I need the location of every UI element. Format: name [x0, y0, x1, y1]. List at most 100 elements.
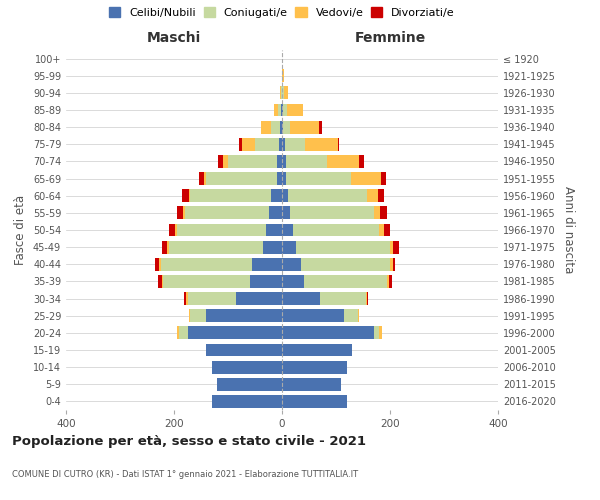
Bar [236, 292, 282, 305]
Bar [282, 326, 374, 340]
Bar [158, 275, 162, 288]
Text: Femmine: Femmine [355, 31, 425, 45]
Bar [389, 275, 392, 288]
Bar [320, 292, 366, 305]
Bar [319, 120, 322, 134]
Bar [301, 258, 390, 270]
Bar [367, 190, 377, 202]
Bar [212, 395, 282, 408]
Bar [282, 70, 284, 82]
Bar [282, 224, 293, 236]
Bar [206, 310, 282, 322]
Bar [206, 172, 277, 185]
Bar [281, 86, 282, 100]
Bar [282, 292, 320, 305]
Bar [212, 360, 282, 374]
Bar [177, 206, 183, 220]
Bar [184, 292, 187, 305]
Bar [206, 344, 282, 356]
Bar [228, 155, 277, 168]
Bar [374, 326, 379, 340]
Bar [282, 206, 290, 220]
Bar [390, 258, 392, 270]
Bar [199, 172, 204, 185]
Bar [277, 155, 282, 168]
Text: Maschi: Maschi [147, 31, 201, 45]
Bar [185, 206, 269, 220]
Bar [305, 138, 338, 150]
Bar [253, 258, 282, 270]
Bar [290, 120, 319, 134]
Bar [188, 310, 190, 322]
Bar [293, 224, 379, 236]
Bar [344, 310, 358, 322]
Bar [390, 240, 392, 254]
Bar [274, 104, 278, 117]
Text: COMUNE DI CUTRO (KR) - Dati ISTAT 1° gennaio 2021 - Elaborazione TUTTITALIA.IT: COMUNE DI CUTRO (KR) - Dati ISTAT 1° gen… [12, 470, 358, 479]
Bar [286, 172, 351, 185]
Bar [358, 310, 359, 322]
Text: Popolazione per età, sesso e stato civile - 2021: Popolazione per età, sesso e stato civil… [12, 435, 366, 448]
Bar [241, 138, 255, 150]
Bar [183, 206, 185, 220]
Bar [287, 104, 302, 117]
Bar [188, 190, 190, 202]
Bar [379, 326, 382, 340]
Bar [204, 172, 206, 185]
Bar [283, 120, 290, 134]
Bar [284, 86, 288, 100]
Bar [282, 155, 286, 168]
Bar [160, 258, 161, 270]
Bar [255, 138, 280, 150]
Bar [223, 155, 228, 168]
Legend: Celibi/Nubili, Coniugati/e, Vedovi/e, Divorziati/e: Celibi/Nubili, Coniugati/e, Vedovi/e, Di… [107, 5, 457, 20]
Bar [187, 326, 282, 340]
Bar [266, 224, 282, 236]
Bar [282, 172, 286, 185]
Bar [359, 155, 364, 168]
Bar [282, 310, 344, 322]
Bar [282, 344, 352, 356]
Bar [379, 224, 383, 236]
Bar [282, 258, 301, 270]
Bar [271, 190, 282, 202]
Bar [182, 190, 188, 202]
Bar [269, 206, 282, 220]
Bar [176, 326, 179, 340]
Bar [285, 138, 305, 150]
Bar [239, 138, 241, 150]
Bar [286, 155, 327, 168]
Bar [167, 240, 169, 254]
Bar [217, 378, 282, 390]
Bar [271, 120, 280, 134]
Bar [383, 224, 390, 236]
Bar [190, 190, 271, 202]
Bar [283, 104, 287, 117]
Bar [327, 155, 359, 168]
Bar [162, 275, 163, 288]
Bar [289, 190, 367, 202]
Bar [161, 240, 167, 254]
Bar [175, 224, 176, 236]
Bar [169, 224, 175, 236]
Bar [282, 104, 283, 117]
Bar [278, 104, 281, 117]
Bar [161, 258, 253, 270]
Bar [190, 310, 206, 322]
Bar [374, 206, 380, 220]
Bar [277, 172, 282, 185]
Bar [381, 172, 386, 185]
Bar [367, 292, 368, 305]
Bar [366, 292, 367, 305]
Bar [176, 224, 266, 236]
Bar [296, 240, 390, 254]
Bar [187, 292, 236, 305]
Bar [351, 172, 381, 185]
Bar [263, 240, 282, 254]
Bar [282, 378, 341, 390]
Bar [282, 138, 285, 150]
Bar [282, 86, 284, 100]
Bar [250, 275, 282, 288]
Y-axis label: Fasce di età: Fasce di età [14, 195, 27, 265]
Bar [280, 138, 282, 150]
